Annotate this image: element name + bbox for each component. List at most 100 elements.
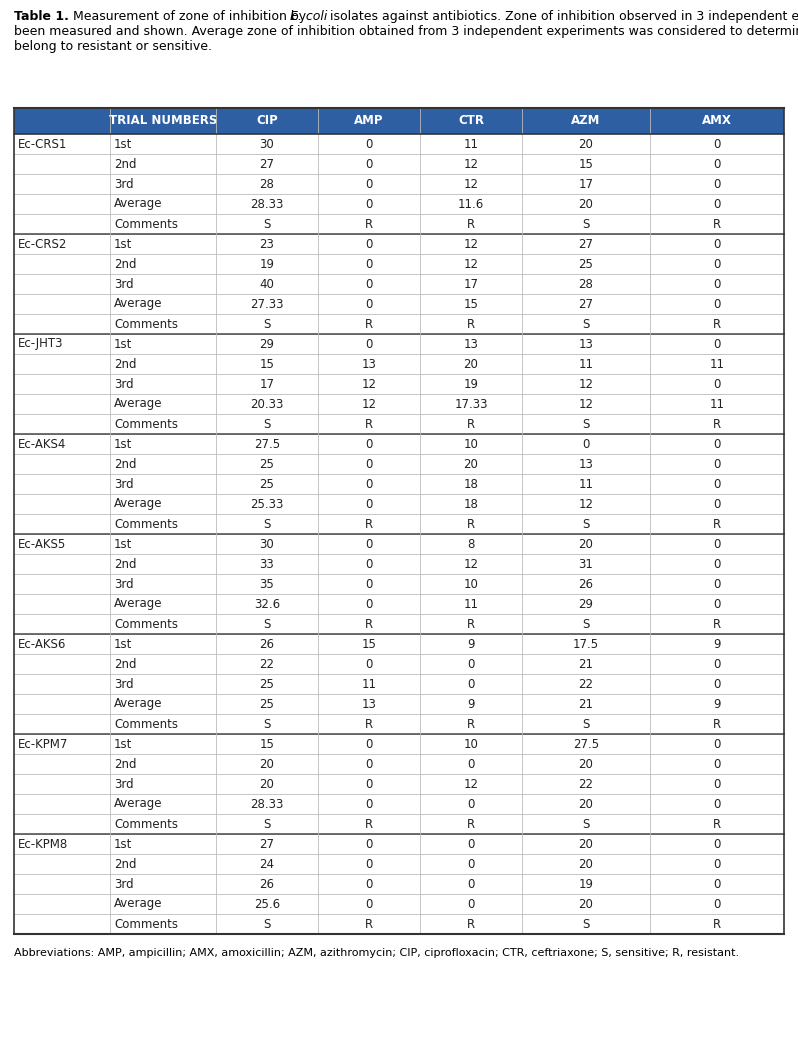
Text: R: R [467,917,475,930]
Text: 2nd: 2nd [114,857,136,871]
Text: R: R [713,917,721,930]
Text: S: S [263,517,271,530]
Text: 12: 12 [579,378,594,390]
Text: 0: 0 [365,158,373,170]
Text: 0: 0 [468,877,475,891]
Text: R: R [467,818,475,831]
Text: 25: 25 [259,677,275,691]
Text: 1st: 1st [114,838,132,851]
Text: Comments: Comments [114,717,178,730]
Text: 2nd: 2nd [114,758,136,770]
Text: 0: 0 [713,497,721,511]
Bar [14,754,784,774]
Text: S: S [583,317,590,330]
Text: 11: 11 [709,398,725,411]
Bar [14,714,784,734]
Text: S: S [263,818,271,831]
Text: 26: 26 [259,638,275,651]
Text: Ec-AKS4: Ec-AKS4 [18,438,66,451]
Bar [14,334,784,354]
Text: 20: 20 [579,857,594,871]
Text: 0: 0 [713,657,721,671]
Text: R: R [365,317,373,330]
Text: S: S [583,717,590,730]
Text: 20: 20 [579,897,594,911]
Text: 0: 0 [365,237,373,251]
Bar [14,814,784,834]
Text: 28.33: 28.33 [251,198,283,211]
Text: 10: 10 [464,578,479,590]
Text: E. coli: E. coli [290,10,327,23]
Text: R: R [467,717,475,730]
Text: 1st: 1st [114,237,132,251]
Text: 0: 0 [365,657,373,671]
Text: R: R [365,717,373,730]
Text: 0: 0 [365,477,373,491]
Text: 27: 27 [579,297,594,310]
Text: 20: 20 [259,778,275,790]
Text: 0: 0 [365,438,373,451]
Text: 2nd: 2nd [114,558,136,570]
Text: S: S [263,317,271,330]
Text: 24: 24 [259,857,275,871]
Text: 29: 29 [259,338,275,350]
Text: 8: 8 [468,537,475,550]
Text: 17: 17 [259,378,275,390]
Text: 19: 19 [579,877,594,891]
Text: Abbreviations: AMP, ampicillin; AMX, amoxicillin; AZM, azithromycin; CIP, ciprof: Abbreviations: AMP, ampicillin; AMX, amo… [14,948,739,957]
Bar [14,634,784,654]
Text: S: S [263,618,271,631]
Text: Ec-CRS2: Ec-CRS2 [18,237,67,251]
Text: 9: 9 [468,697,475,711]
Bar [14,874,784,894]
Text: 1st: 1st [114,438,132,451]
Text: 20: 20 [579,798,594,810]
Text: 12: 12 [361,378,377,390]
Text: 1st: 1st [114,737,132,750]
Bar [14,794,784,814]
Bar [14,254,784,274]
Bar [14,234,784,254]
Text: Average: Average [114,897,163,911]
Text: S: S [263,218,271,231]
Bar [14,534,784,554]
Text: R: R [713,717,721,730]
Text: Ec-AKS5: Ec-AKS5 [18,537,66,550]
Text: 17.5: 17.5 [573,638,599,651]
Bar [14,294,784,314]
Bar [14,154,784,174]
Text: S: S [263,717,271,730]
Text: 1st: 1st [114,138,132,150]
Text: 26: 26 [259,877,275,891]
Text: 11: 11 [464,598,479,610]
Text: 2nd: 2nd [114,457,136,471]
Text: 0: 0 [468,857,475,871]
Text: 0: 0 [713,178,721,190]
Bar [14,554,784,574]
Text: 0: 0 [468,838,475,851]
Text: 12: 12 [464,257,479,271]
Text: 17: 17 [464,277,479,291]
Text: R: R [365,517,373,530]
Text: 0: 0 [365,798,373,810]
Text: Average: Average [114,398,163,411]
Text: R: R [713,517,721,530]
Text: CIP: CIP [256,114,278,128]
Text: 10: 10 [464,438,479,451]
Text: 22: 22 [259,657,275,671]
Text: 0: 0 [713,578,721,590]
Text: 3rd: 3rd [114,178,133,190]
Text: 13: 13 [579,338,594,350]
Text: 23: 23 [259,237,275,251]
Bar [14,914,784,934]
Text: 3rd: 3rd [114,778,133,790]
Text: 20: 20 [464,358,479,370]
Text: 28: 28 [259,178,275,190]
Text: 17: 17 [579,178,594,190]
Text: 3rd: 3rd [114,877,133,891]
Text: 2nd: 2nd [114,257,136,271]
Text: 11: 11 [709,358,725,370]
Text: 12: 12 [579,398,594,411]
Text: 0: 0 [365,198,373,211]
Text: 0: 0 [468,677,475,691]
